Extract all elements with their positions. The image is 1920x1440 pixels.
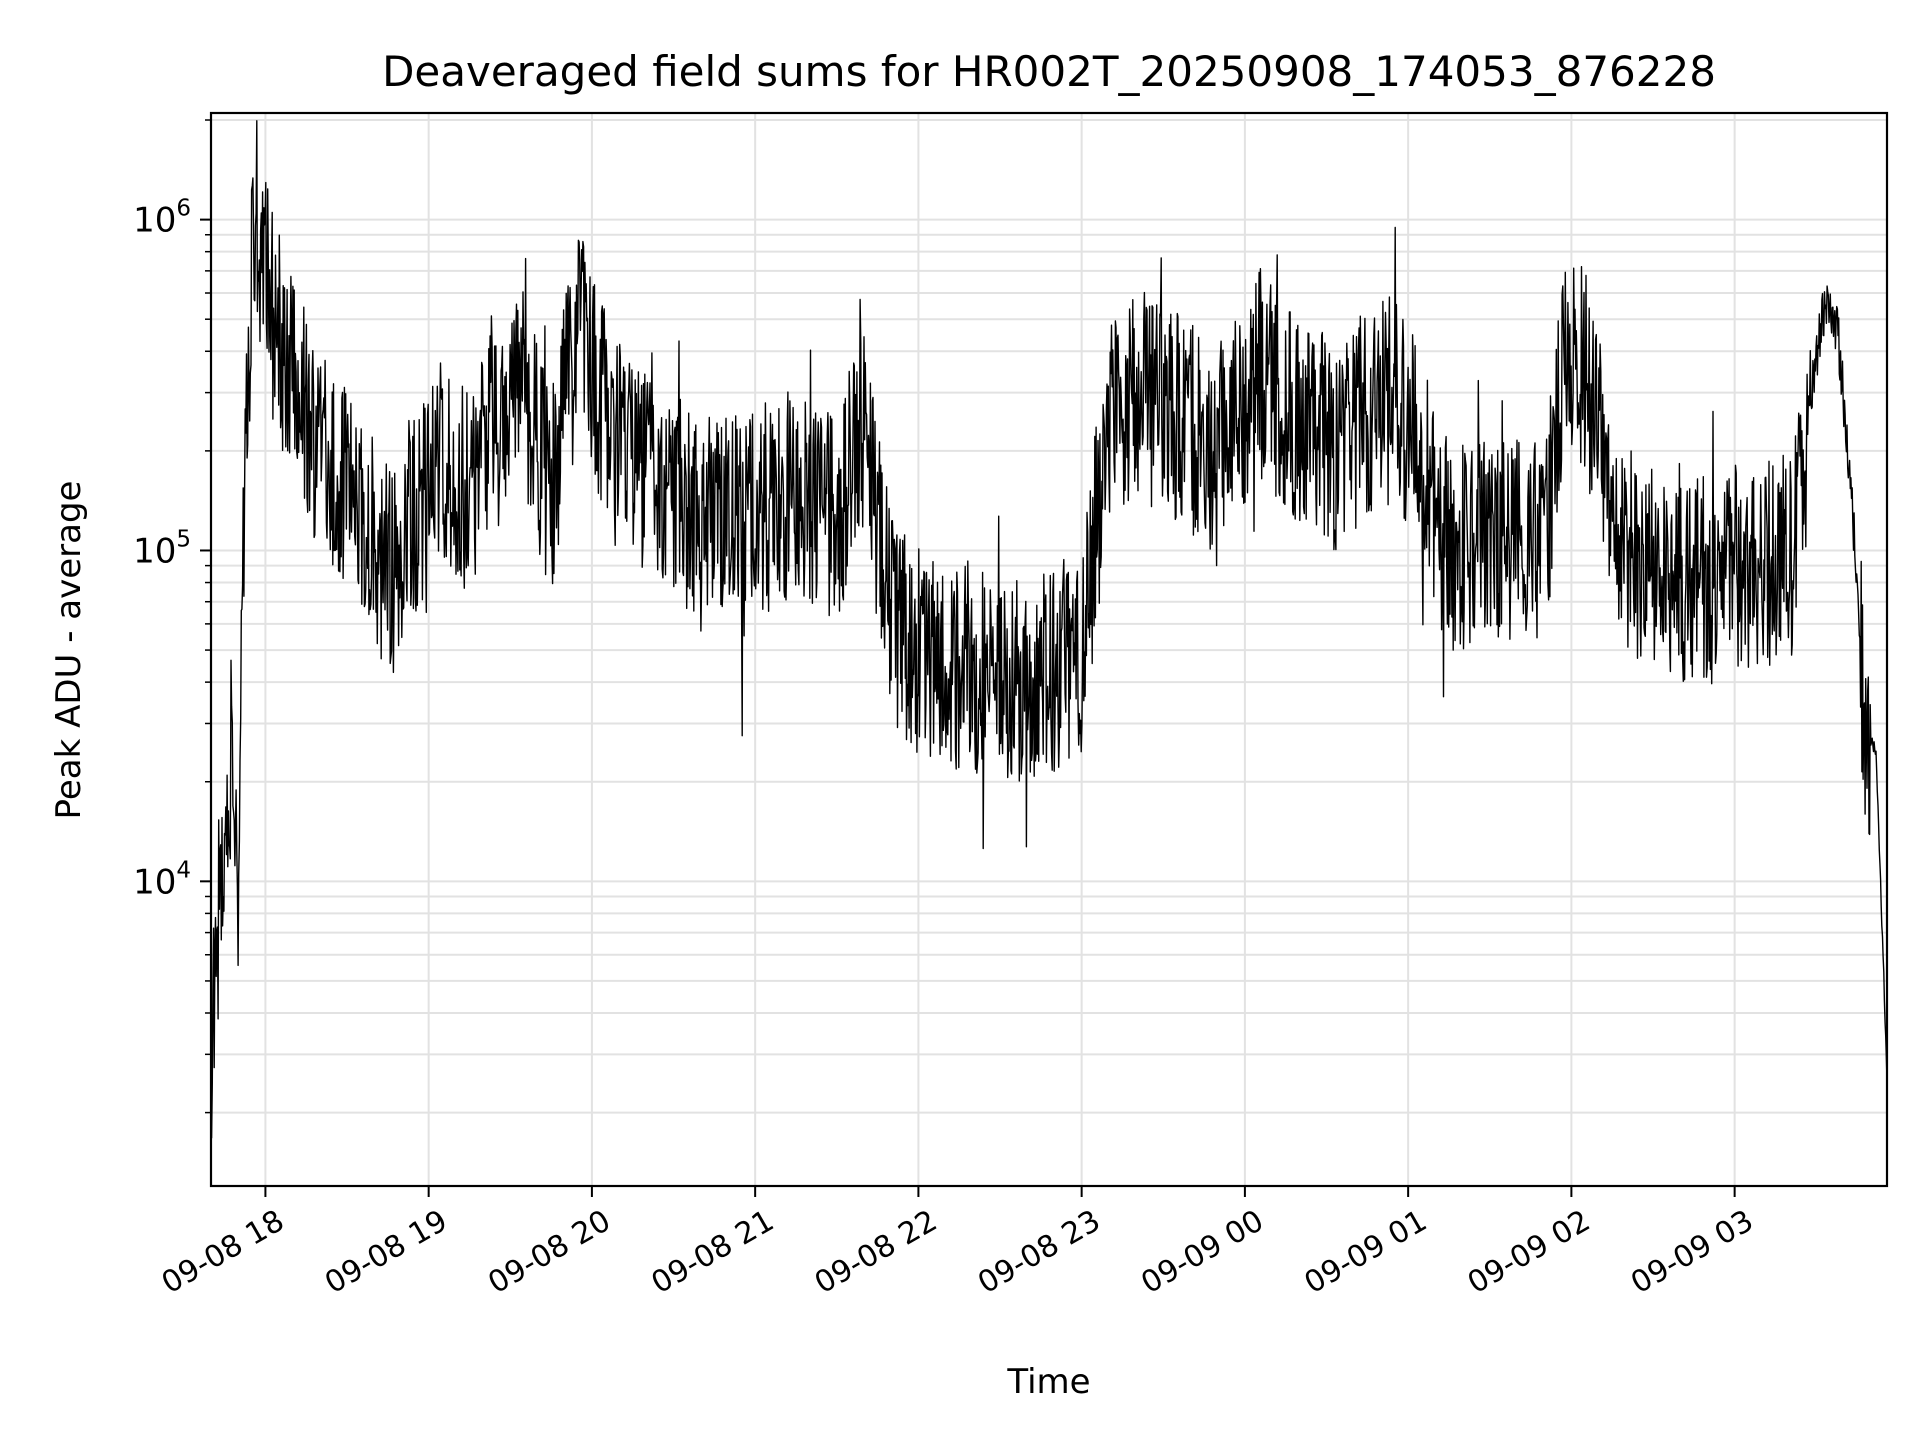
y-tick-label: 104 — [133, 857, 191, 902]
y-tick-label: 106 — [133, 196, 191, 241]
grid — [211, 113, 1887, 1186]
y-axis: 104 105 106 — [133, 119, 211, 1114]
series-line-0 — [210, 120, 1888, 1139]
x-axis-label: Time — [1006, 1362, 1090, 1402]
y-axis-label: Peak ADU - average — [49, 481, 89, 820]
series-layer — [210, 120, 1888, 1139]
chart-title: Deaveraged field sums for HR002T_2025090… — [382, 47, 1716, 96]
y-tick-label: 105 — [133, 526, 191, 571]
